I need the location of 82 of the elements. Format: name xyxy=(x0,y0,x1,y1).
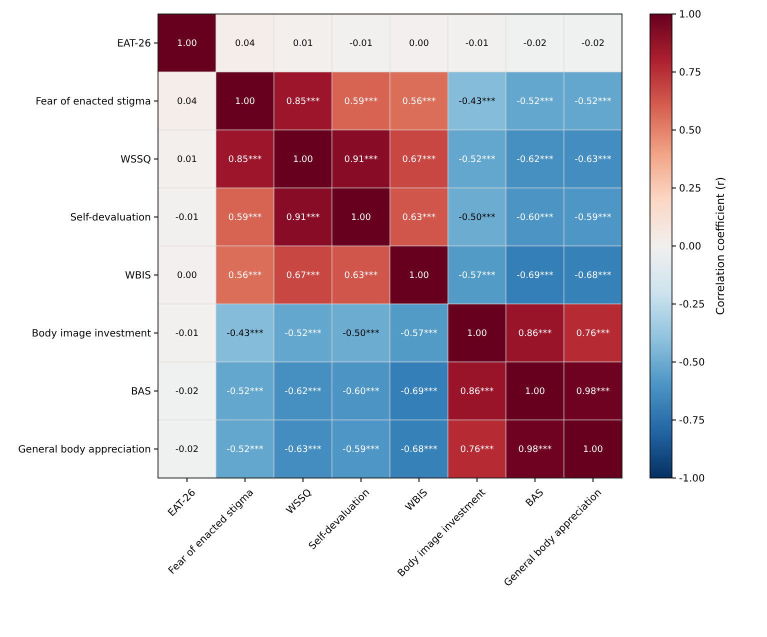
color-bar-label: -0.75 xyxy=(679,416,705,426)
data-label: -0.52*** xyxy=(574,97,612,108)
data-label: 0.63*** xyxy=(344,271,378,282)
data-label: 0.67*** xyxy=(402,155,436,166)
data-label: 0.76*** xyxy=(576,329,610,340)
data-label: -0.60*** xyxy=(342,387,380,398)
data-label: 1.00 xyxy=(350,213,372,224)
data-label: 1.00 xyxy=(292,155,314,166)
color-bar-label: 0.00 xyxy=(679,242,702,252)
data-label: 1.00 xyxy=(176,39,198,50)
y-tick-label: Fear of enacted stigma xyxy=(36,96,151,108)
data-label: -0.52*** xyxy=(226,445,264,456)
y-tick-label: Self-devaluation xyxy=(70,212,151,224)
data-label: -0.57*** xyxy=(458,271,496,282)
data-label: 0.00 xyxy=(176,271,198,282)
data-label: -0.01 xyxy=(175,213,199,224)
data-label: 0.01 xyxy=(292,39,314,50)
data-label: -0.59*** xyxy=(574,213,612,224)
data-label: -0.02 xyxy=(175,445,199,456)
data-label: 1.00 xyxy=(582,445,604,456)
color-bar-label: 0.50 xyxy=(679,126,702,136)
data-label: -0.68*** xyxy=(400,445,438,456)
data-label: 0.91*** xyxy=(344,155,378,166)
y-tick-label: General body appreciation xyxy=(18,444,151,456)
data-label: 0.85*** xyxy=(228,155,262,166)
data-label: 0.00 xyxy=(408,39,430,50)
y-tick-label: WSSQ xyxy=(120,154,152,166)
data-label: -0.59*** xyxy=(342,445,380,456)
color-bar-label: -1.00 xyxy=(679,474,705,484)
data-label: 1.00 xyxy=(466,329,488,340)
y-tick-label: WBIS xyxy=(124,270,151,282)
data-label: 0.56*** xyxy=(228,271,262,282)
data-label: -0.63*** xyxy=(574,155,612,166)
data-label: -0.60*** xyxy=(516,213,554,224)
data-label: 0.63*** xyxy=(402,213,436,224)
data-label: 0.59*** xyxy=(228,213,262,224)
data-label: -0.52*** xyxy=(516,97,554,108)
data-label: 0.98*** xyxy=(576,387,610,398)
color-bar-label: 0.25 xyxy=(679,184,702,194)
data-label: -0.62*** xyxy=(516,155,554,166)
data-label: 0.01 xyxy=(176,155,198,166)
data-label: -0.43*** xyxy=(226,329,264,340)
y-tick-label: Body image investment xyxy=(32,328,152,340)
data-label: 0.91*** xyxy=(286,213,320,224)
data-label: 0.04 xyxy=(176,97,198,108)
color-bar-label: -0.50 xyxy=(679,358,705,368)
data-label: 0.56*** xyxy=(402,97,436,108)
data-label: -0.01 xyxy=(465,39,489,50)
data-label: 1.00 xyxy=(234,97,256,108)
data-label: 0.86*** xyxy=(518,329,552,340)
data-label: -0.01 xyxy=(349,39,373,50)
data-label: 1.00 xyxy=(408,271,430,282)
data-label: 0.76*** xyxy=(460,445,494,456)
data-label: 0.59*** xyxy=(344,97,378,108)
data-label: -0.57*** xyxy=(400,329,438,340)
data-label: -0.52*** xyxy=(284,329,322,340)
color-bar-label: 0.75 xyxy=(679,68,702,78)
y-tick-label: EAT-26 xyxy=(117,38,151,50)
data-label: 1.00 xyxy=(524,387,546,398)
data-label: 0.04 xyxy=(234,39,256,50)
data-label: -0.62*** xyxy=(284,387,322,398)
data-label: -0.52*** xyxy=(226,387,264,398)
data-label: 0.67*** xyxy=(286,271,320,282)
data-label: -0.52*** xyxy=(458,155,496,166)
data-label: -0.69*** xyxy=(400,387,438,398)
data-label: -0.02 xyxy=(581,39,605,50)
color-bar-label: -0.25 xyxy=(679,300,705,310)
data-label: -0.69*** xyxy=(516,271,554,282)
y-tick-label: BAS xyxy=(130,386,151,398)
data-label: -0.02 xyxy=(523,39,547,50)
color-bar-title: Correlation coefficient (r) xyxy=(714,176,727,316)
data-label: -0.50*** xyxy=(458,213,496,224)
color-bar-label: 1.00 xyxy=(679,10,702,20)
data-label: -0.50*** xyxy=(342,329,380,340)
data-label: -0.63*** xyxy=(284,445,322,456)
data-label: 0.98*** xyxy=(518,445,552,456)
data-label: -0.43*** xyxy=(458,97,496,108)
data-label: 0.86*** xyxy=(460,387,494,398)
data-label: -0.68*** xyxy=(574,271,612,282)
data-label: -0.02 xyxy=(175,387,199,398)
data-label: -0.01 xyxy=(175,329,199,340)
data-label: 0.85*** xyxy=(286,97,320,108)
